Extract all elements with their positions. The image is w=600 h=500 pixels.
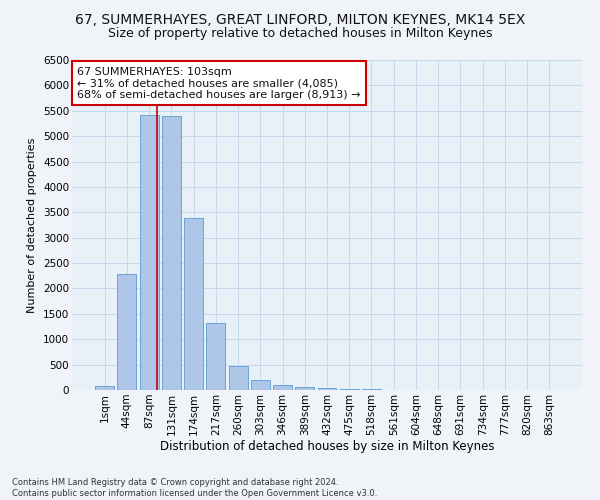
Bar bbox=[184, 218, 203, 390]
Bar bbox=[118, 274, 136, 390]
Text: Contains HM Land Registry data © Crown copyright and database right 2024.
Contai: Contains HM Land Registry data © Crown c… bbox=[12, 478, 377, 498]
Text: Size of property relative to detached houses in Milton Keynes: Size of property relative to detached ho… bbox=[108, 28, 492, 40]
Y-axis label: Number of detached properties: Number of detached properties bbox=[28, 138, 37, 312]
Bar bbox=[273, 386, 292, 390]
Bar bbox=[140, 115, 158, 390]
Bar bbox=[95, 386, 114, 390]
Text: 67 SUMMERHAYES: 103sqm
← 31% of detached houses are smaller (4,085)
68% of semi-: 67 SUMMERHAYES: 103sqm ← 31% of detached… bbox=[77, 66, 361, 100]
Bar bbox=[251, 380, 270, 390]
Text: 67, SUMMERHAYES, GREAT LINFORD, MILTON KEYNES, MK14 5EX: 67, SUMMERHAYES, GREAT LINFORD, MILTON K… bbox=[75, 12, 525, 26]
Bar bbox=[295, 387, 314, 390]
Bar bbox=[229, 366, 248, 390]
X-axis label: Distribution of detached houses by size in Milton Keynes: Distribution of detached houses by size … bbox=[160, 440, 494, 454]
Bar bbox=[162, 116, 181, 390]
Bar bbox=[340, 389, 359, 390]
Bar bbox=[317, 388, 337, 390]
Bar bbox=[206, 324, 225, 390]
